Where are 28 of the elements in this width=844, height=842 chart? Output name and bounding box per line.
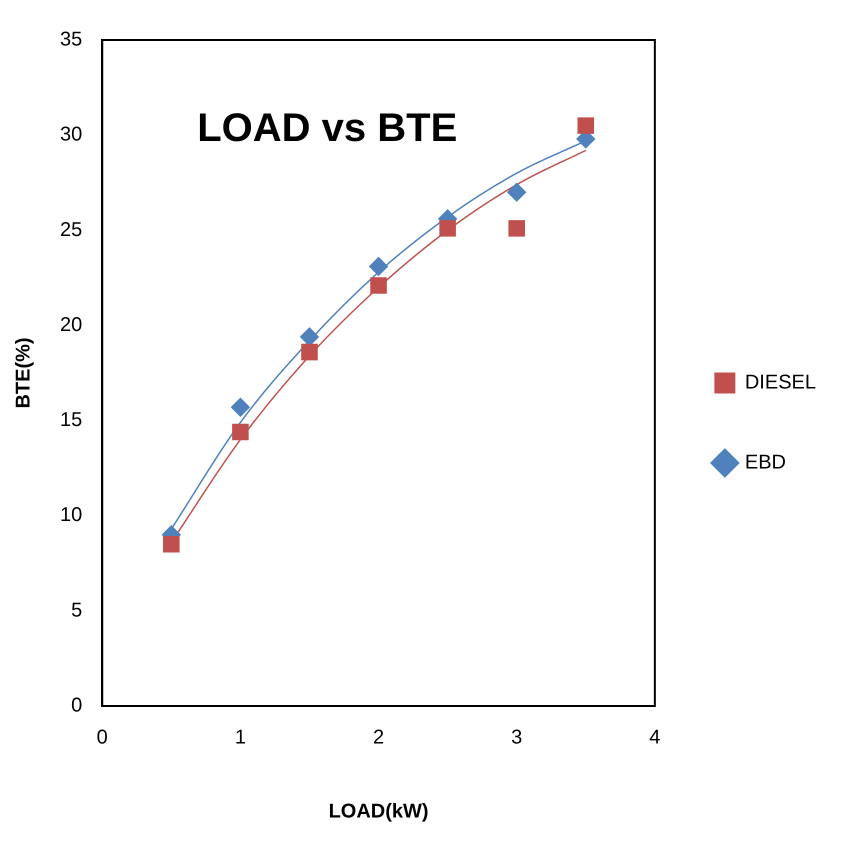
- y-tick-label: 25: [60, 218, 82, 241]
- point: [369, 256, 388, 276]
- y-tick-label: 0: [71, 694, 82, 717]
- point: [439, 220, 456, 237]
- x-tick-label: 0: [96, 726, 108, 749]
- x-tick-label: 2: [372, 726, 384, 749]
- y-tick-label: 5: [71, 599, 82, 622]
- point: [507, 182, 526, 202]
- point: [508, 220, 525, 237]
- point: [163, 536, 180, 553]
- point: [370, 277, 387, 294]
- y-tick-label: 15: [60, 409, 82, 432]
- point: [232, 424, 249, 440]
- x-tick-label: 3: [511, 726, 522, 749]
- x-axis-title: LOAD(kW): [328, 800, 429, 823]
- legend-label: DIESEL: [744, 372, 816, 394]
- y-tick-label: 20: [60, 314, 82, 336]
- legend-label: EBD: [744, 452, 786, 474]
- y-axis-title: BTE(%): [12, 337, 35, 409]
- y-tick-label: 10: [60, 504, 82, 526]
- x-tick-label: 1: [234, 726, 246, 749]
- y-tick-label: 35: [60, 28, 82, 51]
- point: [301, 344, 318, 360]
- text: LOAD vs BTE: [197, 106, 458, 150]
- x-tick-label: 4: [649, 726, 660, 749]
- point: [230, 398, 250, 417]
- y-tick-label: 30: [60, 124, 82, 146]
- point: [578, 117, 594, 134]
